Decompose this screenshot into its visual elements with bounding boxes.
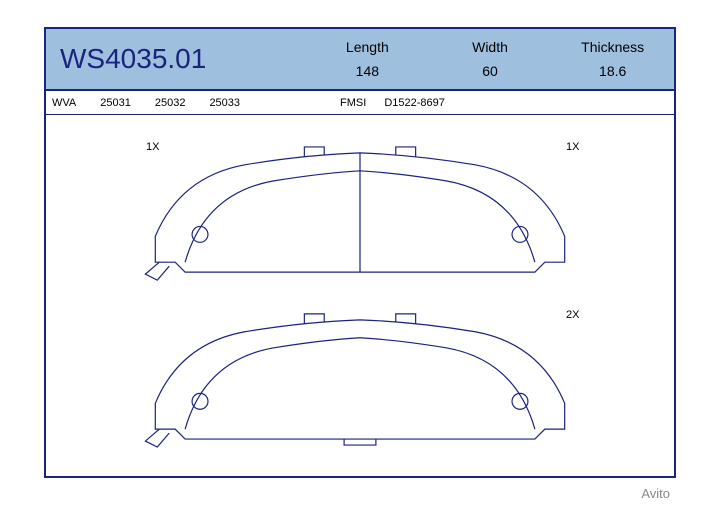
thickness-value: 18.6	[599, 63, 626, 79]
dim-thickness: Thickness 18.6	[551, 29, 674, 89]
width-label: Width	[472, 39, 508, 55]
length-value: 148	[356, 63, 379, 79]
drawing-area: 1X 1X 2X	[46, 115, 674, 476]
fmsi-value: D1522-8697	[384, 97, 445, 109]
wva-value-2: 25033	[209, 97, 240, 109]
dim-width: Width 60	[429, 29, 552, 89]
width-value: 60	[482, 63, 498, 79]
wva-value-1: 25032	[155, 97, 186, 109]
dim-length: Length 148	[306, 29, 429, 89]
codes-row: WVA 25031 25032 25033 FMSI D1522-8697	[46, 91, 674, 115]
fmsi-codes: FMSI D1522-8697	[340, 97, 445, 109]
fmsi-label: FMSI	[340, 97, 366, 109]
qty-top-right: 1X	[566, 141, 579, 153]
length-label: Length	[346, 39, 389, 55]
wva-codes: WVA 25031 25032 25033	[52, 97, 240, 109]
header-row: WS4035.01 Length 148 Width 60 Thickness …	[46, 29, 674, 91]
wva-label: WVA	[52, 97, 76, 109]
thickness-label: Thickness	[581, 39, 644, 55]
brake-pad-diagram	[46, 115, 674, 476]
wva-value-0: 25031	[100, 97, 131, 109]
qty-top-left: 1X	[146, 141, 159, 153]
pad-bottom	[145, 314, 564, 447]
spec-frame: WS4035.01 Length 148 Width 60 Thickness …	[44, 27, 676, 478]
qty-bottom-right: 2X	[566, 309, 579, 321]
footer-brand: Avito	[641, 486, 670, 501]
pad-top	[145, 147, 564, 280]
part-number: WS4035.01	[46, 29, 306, 89]
